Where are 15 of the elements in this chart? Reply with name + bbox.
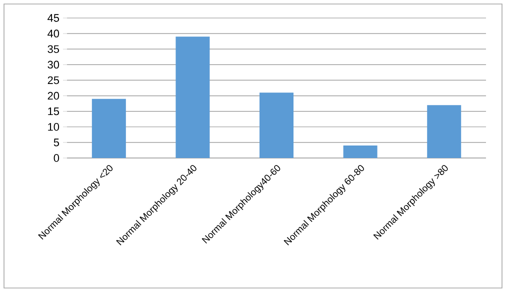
y-tick-label: 30	[48, 60, 60, 69]
y-tick-label: 10	[48, 123, 60, 131]
bar	[427, 105, 462, 158]
bar	[343, 146, 378, 158]
y-tick-label: 25	[48, 76, 60, 84]
bar	[176, 36, 210, 158]
y-tick-label: 15	[48, 108, 60, 116]
bar	[260, 92, 294, 158]
y-tick-label: 45	[48, 14, 60, 22]
y-tick-label: 35	[48, 45, 60, 53]
y-tick-label: 20	[48, 92, 60, 100]
bar	[92, 98, 126, 158]
y-tick-label: 40	[48, 30, 60, 38]
y-tick-label: 5	[54, 138, 60, 146]
y-tick-label: 0	[54, 154, 60, 162]
